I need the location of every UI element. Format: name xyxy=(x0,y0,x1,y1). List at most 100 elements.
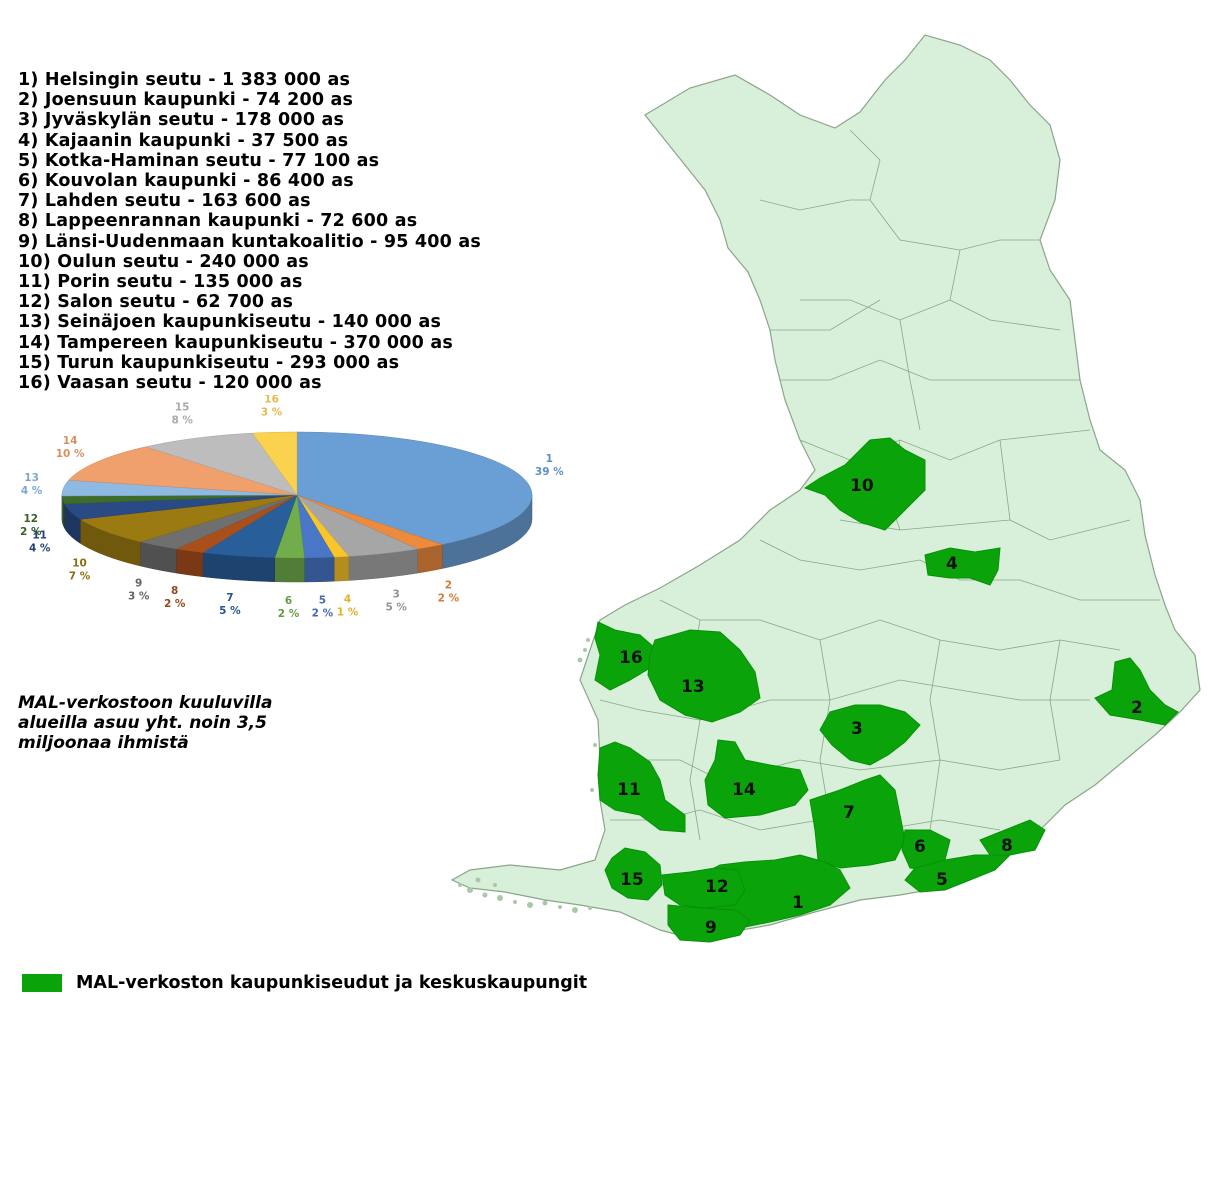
pie-label-category: 16 xyxy=(264,395,279,405)
pie-label-percent: 2 % xyxy=(278,608,300,620)
pie-label-category: 6 xyxy=(285,595,292,607)
map-label-15: 15 xyxy=(620,870,644,890)
pie-side-6 xyxy=(274,557,305,583)
region-list-item: 1) Helsingin seutu - 1 383 000 as xyxy=(18,70,351,90)
pie-slice-14 xyxy=(68,446,298,496)
pie-slice-7 xyxy=(202,494,298,558)
map-label-11: 11 xyxy=(617,780,641,800)
pie-side-8 xyxy=(176,548,204,577)
pie-label-category: 12 xyxy=(23,513,38,525)
pie-label-percent: 7 % xyxy=(69,571,91,583)
pie-label-category: 3 xyxy=(393,589,400,601)
pie-label-category: 10 xyxy=(72,558,87,570)
map-label-9: 9 xyxy=(705,918,717,938)
region-list-item: 7) Lahden seutu - 163 600 as xyxy=(18,191,311,212)
map-label-8: 8 xyxy=(1001,836,1013,856)
pie-label-category: 1 xyxy=(546,453,553,465)
pie-label-category: 7 xyxy=(226,592,233,604)
pie-label-percent: 39 % xyxy=(535,466,564,478)
region-list: 1) Helsingin seutu - 1 383 000 as 2) Joen… xyxy=(18,70,481,393)
pie-label-category: 14 xyxy=(63,435,78,447)
map-label-13: 13 xyxy=(681,677,705,697)
pie-label-category: 13 xyxy=(24,472,39,484)
region-list-item: 15) Turun kaupunkiseutu - 293 000 as xyxy=(18,352,400,373)
pie-label-category: 4 xyxy=(344,593,351,605)
region-12-area xyxy=(661,867,746,909)
pie-label-percent: 4 % xyxy=(29,543,51,555)
pie-slice-12 xyxy=(61,494,298,505)
region-14-area xyxy=(704,739,809,819)
pie-side-4 xyxy=(333,556,350,582)
region-2-area xyxy=(1094,657,1179,726)
region-list-item: 3) Jyväskylän seutu - 178 000 as xyxy=(18,110,345,131)
region-list-item: 12) Salon seutu - 62 700 as xyxy=(18,292,294,313)
map-label-3: 3 xyxy=(851,719,863,739)
pie-label-percent: 3 % xyxy=(128,591,150,603)
region-list-item: 2) Joensuun kaupunki - 74 200 as xyxy=(18,90,354,111)
pie-label-percent: 2 % xyxy=(438,592,460,604)
region-list-item: 4) Kajaanin kaupunki - 37 500 as xyxy=(18,130,349,151)
map-label-6: 6 xyxy=(914,837,926,857)
region-13-area xyxy=(647,629,761,723)
region-16-area xyxy=(594,621,656,691)
pie-side-2 xyxy=(417,544,443,574)
region-list-item: 16) Vaasan seutu - 120 000 as xyxy=(18,373,322,394)
region-list-item: 11) Porin seutu - 135 000 as xyxy=(18,272,303,293)
pie-side-5 xyxy=(304,556,335,583)
region-10-area xyxy=(803,437,926,531)
pie-slice-1 xyxy=(296,431,533,545)
pie-slice-15 xyxy=(144,432,298,496)
archipelago-dots xyxy=(458,483,815,913)
region-4-area xyxy=(924,547,1001,586)
legend-label: MAL-verkoston kaupunkiseudut ja keskuska… xyxy=(76,973,588,993)
pie-slice-5 xyxy=(296,494,335,559)
pie-label-category: 8 xyxy=(171,585,178,597)
pie-label-percent: 3 % xyxy=(261,406,283,418)
pie-label-percent: 10 % xyxy=(56,448,85,460)
pie-label-category: 15 xyxy=(175,402,190,414)
region-list-item: 9) Länsi-Uudenmaan kuntakoalitio - 95 40… xyxy=(18,231,481,252)
pie-slice-6 xyxy=(274,494,305,559)
pie-label-category: 9 xyxy=(135,578,142,590)
pie-slice-10 xyxy=(79,494,298,543)
population-pie-chart: 139 %22 %35 %41 %52 %62 %75 %82 %93 %107… xyxy=(20,395,564,620)
region-3-area xyxy=(819,704,921,766)
region-list-item: 8) Lappeenrannan kaupunki - 72 600 as xyxy=(18,211,418,232)
mal-regions xyxy=(594,437,1179,943)
finland-map: 10 4 16 13 2 3 11 14 7 6 8 5 15 12 1 9 xyxy=(450,34,1201,943)
map-label-2: 2 xyxy=(1131,698,1143,718)
map-label-7: 7 xyxy=(843,803,855,823)
pie-slice-11 xyxy=(63,494,298,520)
pie-slice-13 xyxy=(61,479,298,497)
summary-text: MAL-verkostoon kuuluvilla alueilla asuu … xyxy=(18,693,273,753)
pie-label-percent: 2 % xyxy=(164,598,186,610)
map-label-12: 12 xyxy=(705,877,729,897)
region-5-area xyxy=(904,854,1012,893)
pie-label-percent: 8 % xyxy=(171,415,193,427)
region-list-item: 10) Oulun seutu - 240 000 as xyxy=(18,251,309,272)
pie-slice-8 xyxy=(175,494,298,553)
region-15-area xyxy=(604,847,663,901)
map-label-10: 10 xyxy=(850,476,874,496)
pie-label-category: 2 xyxy=(445,579,452,591)
region-list-item: 13) Seinäjoen kaupunkiseutu - 140 000 as xyxy=(18,312,442,333)
pie-label-category: 5 xyxy=(319,595,326,607)
region-9-area xyxy=(667,904,751,943)
map-label-4: 4 xyxy=(946,554,958,574)
map-legend: MAL-verkoston kaupunkiseudut ja keskuska… xyxy=(22,973,587,993)
map-label-5: 5 xyxy=(936,870,948,890)
pie-label-percent: 2 % xyxy=(312,608,334,620)
pie-label-percent: 1 % xyxy=(337,606,359,618)
pie-slice-9 xyxy=(139,494,298,550)
pie-label-percent: 4 % xyxy=(21,485,43,497)
region-11-area xyxy=(597,741,686,833)
region-list-item: 5) Kotka-Haminan seutu - 77 100 as xyxy=(18,150,380,171)
map-label-14: 14 xyxy=(732,780,756,800)
pie-label-category: 11 xyxy=(32,530,47,542)
pie-slice-16 xyxy=(252,431,298,496)
pie-slice-3 xyxy=(296,494,419,557)
region-list-item: 14) Tampereen kaupunkiseutu - 370 000 as xyxy=(18,332,453,353)
pie-slice-2 xyxy=(296,494,444,550)
map-label-1: 1 xyxy=(792,893,804,913)
pie-label-percent: 5 % xyxy=(219,605,241,617)
